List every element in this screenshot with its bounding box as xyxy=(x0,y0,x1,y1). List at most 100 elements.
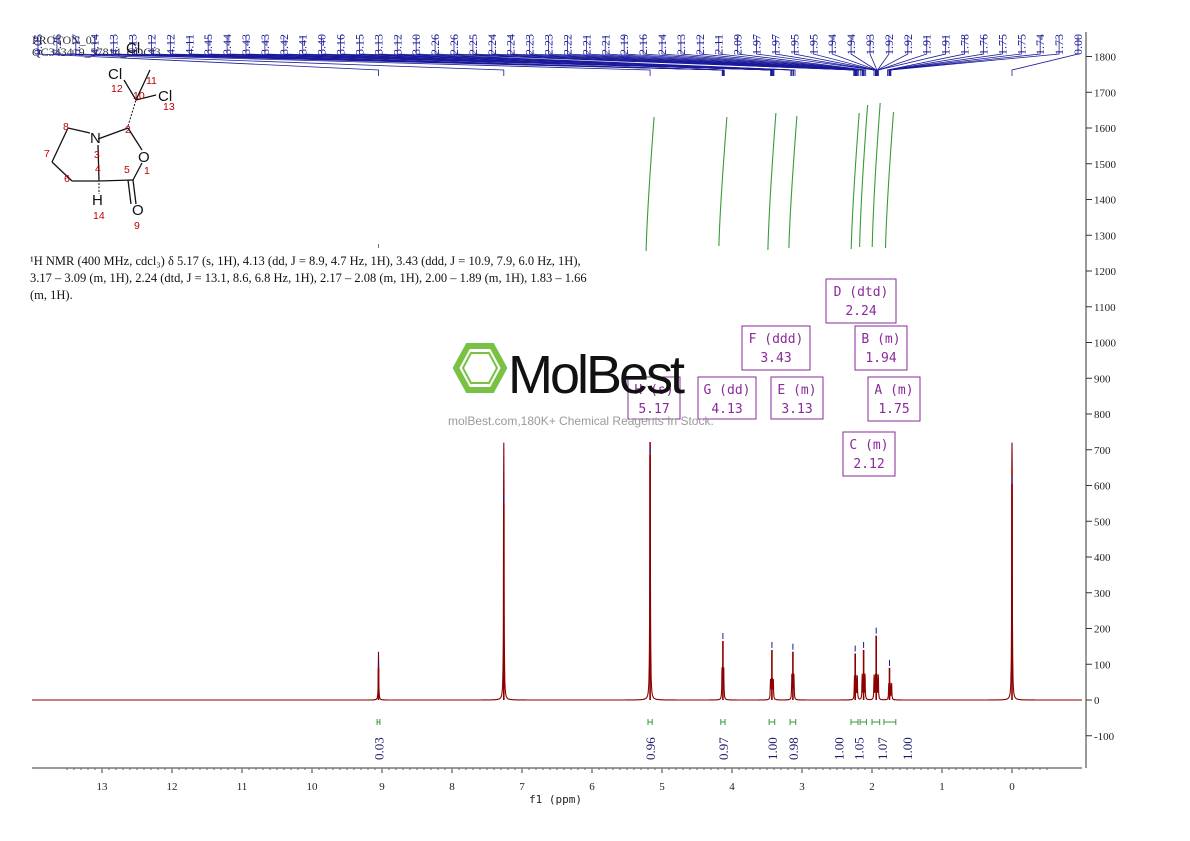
multiplet-box-group: H (s) 5.17 G (dd) 4.13 F (ddd) 3.43 E (m) 3.13 D… xyxy=(627,278,921,477)
peak-connector xyxy=(321,36,775,76)
integral-label-group: 0.03 0.96 0.97 1.00 0.98 1.00 1.05 1.07 1.00 xyxy=(372,719,915,760)
multiplet-shift: 2.24 xyxy=(845,304,876,319)
multiplet-shift: 1.94 xyxy=(865,351,896,366)
y-tick-label: 700 xyxy=(1094,445,1111,457)
multiplet-id: H (s) xyxy=(634,383,673,398)
atom-number: 1 xyxy=(144,165,150,177)
atom-number: 6 xyxy=(64,173,70,185)
peak-connector xyxy=(812,36,876,76)
peak-connector xyxy=(661,36,863,76)
peak-connector xyxy=(510,36,856,76)
molecule-atom: N xyxy=(90,130,101,147)
peak-connector xyxy=(37,36,379,76)
x-tick-label: 2 xyxy=(869,781,875,793)
peak-connector xyxy=(877,36,947,76)
atom-number: 3 xyxy=(94,149,100,161)
integral-curve xyxy=(859,104,869,248)
integral-value: 1.00 xyxy=(900,737,915,760)
y-tick-label: -100 xyxy=(1094,731,1115,743)
atom-number: 13 xyxy=(163,101,175,113)
atom-number: 8 xyxy=(63,121,69,133)
y-tick-label: 1100 xyxy=(1094,302,1116,314)
integral-curve xyxy=(884,111,895,249)
integral-value: 0.96 xyxy=(643,737,658,760)
integral-curve xyxy=(645,116,655,252)
x-tick-label: 4 xyxy=(729,781,735,793)
peak-connector xyxy=(718,36,865,76)
peak-connector xyxy=(888,36,984,76)
x-tick-label: 5 xyxy=(659,781,665,793)
integral-value: 0.98 xyxy=(786,737,801,760)
multiplet-id: B (m) xyxy=(861,332,900,347)
x-tick-label: 6 xyxy=(589,781,595,793)
x-tick-label: 1 xyxy=(939,781,945,793)
multiplet-shift: 1.75 xyxy=(878,402,909,417)
integral-curve xyxy=(767,112,777,251)
atom-number: 10 xyxy=(133,90,145,102)
atom-number: 11 xyxy=(146,75,157,87)
watermark-brand: MolBest xyxy=(508,345,685,405)
peak-connector xyxy=(75,36,651,76)
multiplet-id: G (dd) xyxy=(704,383,751,398)
y-tick-label: 800 xyxy=(1094,409,1111,421)
x-axis-label: f1 (ppm) xyxy=(529,793,582,806)
multiplet-box xyxy=(697,376,757,420)
integral-value: 0.03 xyxy=(372,737,387,760)
peak-connector xyxy=(1011,36,1079,76)
multiplet-shift: 5.17 xyxy=(638,402,669,417)
peak-connector xyxy=(889,36,1041,76)
peak-connector xyxy=(890,36,1060,76)
multiplet-box xyxy=(842,431,896,477)
peak-connector xyxy=(642,36,862,76)
integral-curve xyxy=(788,115,798,249)
multiplet-shift: 3.43 xyxy=(760,351,791,366)
x-tick-label: 3 xyxy=(799,781,805,793)
integral-curve xyxy=(850,112,860,250)
x-tick-label: 9 xyxy=(379,781,385,793)
peak-connector xyxy=(567,36,857,76)
peak-connector xyxy=(415,36,796,76)
peak-connector xyxy=(877,36,909,76)
peak-connector xyxy=(699,36,864,76)
y-tick-label: 1800 xyxy=(1094,52,1117,64)
y-tick-label: 300 xyxy=(1094,588,1111,600)
x-tick-label: 11 xyxy=(237,781,248,793)
peak-connector xyxy=(453,36,855,76)
multiplet-id: F (ddd) xyxy=(749,332,804,347)
multiplet-box xyxy=(770,376,824,420)
spectrum-trace xyxy=(32,442,1082,701)
peak-connector xyxy=(850,36,877,76)
y-tick-label: 600 xyxy=(1094,481,1111,493)
multiplet-box xyxy=(741,325,811,371)
atom-number: 2 xyxy=(125,124,131,136)
y-tick-label: 0 xyxy=(1094,695,1100,707)
peak-connector xyxy=(623,36,860,76)
atom-number: 14 xyxy=(93,210,105,222)
peak-connector xyxy=(775,36,875,76)
peak-connector xyxy=(680,36,864,76)
multiplet-box xyxy=(854,325,908,371)
y-tick-label: 500 xyxy=(1094,516,1111,528)
peak-label-group: 9.05 7.26 5.17 4.14 4.13 4.13 4.12 4.12 4.11 3.45… xyxy=(31,34,1085,76)
peak-connector xyxy=(869,36,878,76)
integral-curve-group xyxy=(378,102,895,252)
x-tick-label: 13 xyxy=(97,781,109,793)
peak-connector xyxy=(889,36,1022,76)
atom-number: 12 xyxy=(111,83,123,95)
multiplet-shift: 4.13 xyxy=(711,402,742,417)
y-tick-label: 200 xyxy=(1094,624,1111,636)
peak-connector xyxy=(737,36,867,76)
x-tick-label: 0 xyxy=(1009,781,1015,793)
molecule-atom: O xyxy=(132,202,144,219)
y-tick-label: 1600 xyxy=(1094,123,1117,135)
multiplet-box xyxy=(825,278,897,324)
atom-number: 5 xyxy=(124,164,130,176)
spectrum-header-1: PROTON_01 xyxy=(32,33,98,47)
multiplet-id: D (dtd) xyxy=(834,285,889,300)
integral-curve xyxy=(871,102,881,248)
multiplet-box xyxy=(867,376,921,422)
peak-connector xyxy=(548,36,857,76)
molbest-logo-icon xyxy=(452,343,508,393)
axes-group: 13 12 11 10 9 8 7 6 5 4 3 2 1 01800170016001500140013… xyxy=(32,32,1117,793)
